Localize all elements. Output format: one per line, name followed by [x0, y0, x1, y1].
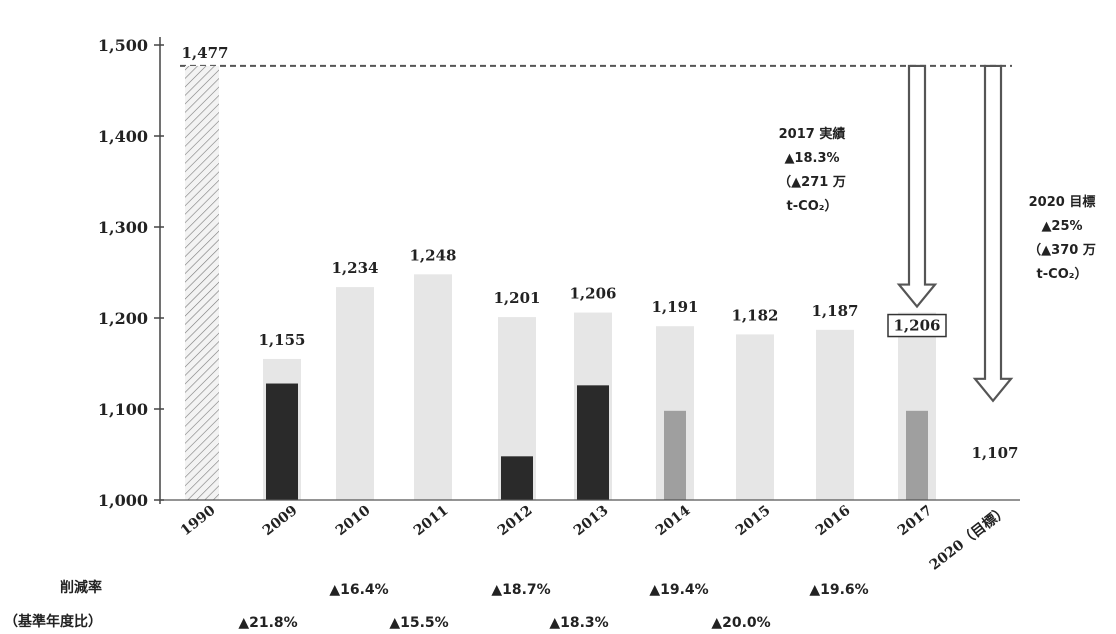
- x-tick-label-2009: 2009: [260, 503, 301, 540]
- reduction-rate-2012: ▲18.7%: [491, 582, 550, 598]
- x-tick-label-2010: 2010: [333, 502, 374, 539]
- x-tick-label-2015: 2015: [733, 503, 774, 540]
- value-label-2020（目標）: 1,107: [972, 444, 1019, 462]
- reduction-rate-2010: ▲16.4%: [329, 582, 388, 598]
- reduction-rate-2009: ▲21.8%: [238, 615, 297, 631]
- x-tick-label-2012: 2012: [495, 503, 536, 540]
- value-label-2015: 1,182: [732, 306, 779, 324]
- y-tick-label: 1,400: [98, 127, 148, 146]
- y-tick-label: 1,200: [98, 309, 148, 328]
- bar-2010: [336, 287, 374, 500]
- annotation-2017-line-3: t-CO₂）: [787, 198, 838, 214]
- bar-2016: [816, 329, 854, 500]
- reduction-row-sublabel: （基準年度比）: [4, 613, 102, 630]
- bar-dark-segment-2014: [664, 410, 686, 500]
- bar-2011: [414, 274, 452, 500]
- y-tick-label: 1,000: [98, 491, 148, 510]
- value-label-2017: 1,206: [894, 317, 941, 335]
- value-label-2014: 1,191: [652, 298, 699, 316]
- arrow-2020-target: [972, 64, 1014, 403]
- y-tick-label: 1,500: [98, 36, 148, 55]
- annotation-2017-line-0: 2017 実績: [779, 126, 846, 142]
- value-label-2012: 1,201: [494, 289, 541, 307]
- annotation-2020（目標）-line-1: ▲25%: [1041, 219, 1082, 234]
- annotation-2017-line-1: ▲18.3%: [784, 151, 839, 166]
- x-tick-label-2017: 2017: [895, 503, 936, 540]
- bar-dark-segment-2009: [266, 383, 298, 500]
- bar-1990: [185, 65, 219, 501]
- value-label-2009: 1,155: [259, 331, 306, 349]
- bar-2017: [898, 312, 936, 500]
- bar-2014: [656, 326, 694, 500]
- annotation-2020（目標）-line-2: （▲370 万: [1028, 242, 1096, 258]
- x-tick-label-1990: 1990: [178, 502, 219, 539]
- value-label-2016: 1,187: [812, 302, 859, 320]
- annotation-2020（目標）-line-3: t-CO₂）: [1037, 266, 1088, 282]
- x-tick-label-2016: 2016: [813, 503, 854, 540]
- x-tick-label-2013: 2013: [571, 503, 612, 540]
- value-label-1990: 1,477: [182, 44, 229, 62]
- reduction-rate-2011: ▲15.5%: [389, 615, 448, 631]
- annotation-2017-line-2: （▲271 万: [778, 174, 846, 190]
- bar-dark-segment-2017: [906, 410, 928, 500]
- annotation-2020（目標）-line-0: 2020 目標: [1029, 194, 1096, 210]
- bar-dark-segment-2013: [577, 385, 609, 500]
- reduction-row-label: 削減率: [60, 579, 102, 596]
- arrow-2017-reduction: [896, 64, 938, 309]
- reduction-rate-2013: ▲18.3%: [549, 615, 608, 631]
- value-label-box-2017: [887, 313, 947, 338]
- x-tick-label-2020（目標）: 2020（目標）: [926, 502, 1011, 574]
- reduction-rate-2015: ▲20.0%: [711, 615, 770, 631]
- reduction-rate-2016: ▲19.6%: [809, 582, 868, 598]
- value-label-2011: 1,248: [410, 246, 457, 264]
- x-tick-label-2011: 2011: [411, 503, 452, 540]
- y-tick-label: 1,100: [98, 400, 148, 419]
- bar-dark-segment-2012: [501, 456, 533, 500]
- y-tick-label: 1,300: [98, 218, 148, 237]
- value-label-2010: 1,234: [332, 259, 379, 277]
- value-label-2013: 1,206: [570, 285, 617, 303]
- x-tick-label-2014: 2014: [653, 502, 694, 539]
- reduction-rate-2014: ▲19.4%: [649, 582, 708, 598]
- bar-2015: [736, 334, 774, 500]
